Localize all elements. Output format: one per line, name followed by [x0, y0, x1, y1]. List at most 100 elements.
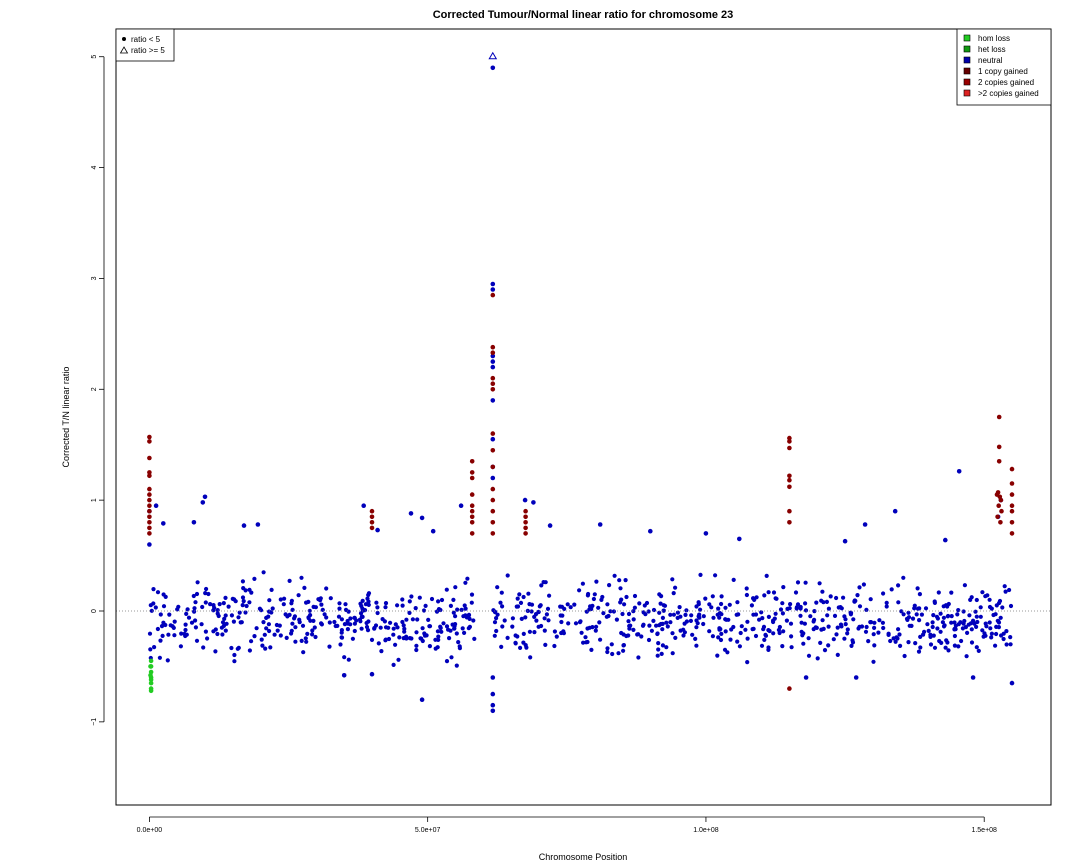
data-point	[960, 626, 966, 631]
data-point	[849, 643, 854, 649]
data-point	[413, 606, 418, 611]
legend-swatch	[963, 45, 971, 53]
legend-swatch	[963, 78, 971, 86]
data-point	[682, 621, 687, 626]
data-point	[719, 594, 724, 599]
data-point	[453, 585, 458, 590]
data-point	[518, 600, 524, 606]
data-point	[439, 597, 445, 603]
data-point	[328, 596, 333, 601]
data-point	[462, 603, 467, 608]
data-point	[176, 604, 181, 609]
data-point	[313, 605, 318, 610]
data-point	[998, 615, 1003, 620]
data-point	[357, 617, 363, 622]
data-point	[206, 591, 211, 597]
data-point	[419, 697, 425, 702]
data-point	[925, 622, 930, 627]
data-point	[632, 593, 638, 599]
data-point	[726, 617, 731, 622]
data-point	[761, 627, 766, 632]
data-point	[789, 634, 794, 639]
data-point	[490, 344, 496, 350]
data-point	[996, 459, 1002, 464]
data-point	[266, 614, 271, 619]
data-point	[994, 631, 999, 637]
data-point	[471, 618, 476, 623]
data-point	[457, 646, 462, 651]
data-point	[787, 435, 792, 441]
data-point	[987, 597, 992, 602]
data-point	[711, 615, 716, 620]
data-point	[397, 635, 402, 640]
data-point	[822, 648, 828, 653]
data-point	[327, 644, 332, 649]
data-point	[906, 610, 911, 615]
data-point	[660, 643, 666, 648]
color-legend-box	[956, 28, 1052, 106]
data-point	[959, 638, 964, 644]
data-point	[999, 508, 1004, 514]
data-point	[1009, 466, 1015, 472]
color-legend: hom loss het loss neutral 1 copy gained 2 co…	[956, 28, 1052, 106]
data-point	[969, 627, 974, 632]
data-point	[289, 631, 294, 636]
data-point	[655, 631, 660, 637]
data-point	[348, 622, 353, 627]
data-point	[759, 610, 764, 615]
data-point	[158, 638, 163, 643]
data-point	[801, 641, 806, 646]
data-point	[336, 614, 342, 619]
data-point	[941, 615, 947, 620]
data-point	[744, 592, 750, 598]
data-point	[848, 610, 853, 615]
data-point	[554, 634, 559, 639]
data-point	[365, 596, 370, 601]
data-point	[191, 593, 196, 599]
data-point	[490, 436, 496, 442]
data-point	[490, 381, 496, 387]
data-point	[825, 613, 830, 618]
data-point	[845, 631, 850, 636]
data-point	[201, 645, 206, 650]
data-point	[725, 650, 730, 655]
data-point	[671, 612, 677, 617]
data-point	[490, 448, 496, 453]
data-point	[375, 605, 380, 610]
x-tick-label: 1.5e+08	[971, 827, 997, 834]
data-point	[572, 602, 577, 607]
data-point	[159, 624, 165, 629]
data-point	[589, 647, 594, 653]
series-ratio-5	[488, 51, 498, 60]
data-point	[593, 628, 598, 633]
data-point	[800, 633, 805, 638]
data-point	[338, 642, 343, 647]
data-point	[605, 649, 610, 655]
series-1-copy-gained	[147, 292, 1015, 691]
data-point	[305, 631, 310, 637]
data-point	[290, 607, 295, 613]
data-point	[832, 613, 838, 619]
data-point	[964, 654, 969, 659]
data-point	[611, 609, 617, 614]
data-point	[893, 639, 898, 644]
data-point	[345, 618, 350, 624]
data-point	[243, 588, 248, 593]
data-point	[777, 624, 783, 630]
data-point	[523, 514, 528, 520]
data-point	[388, 620, 393, 625]
data-point	[255, 522, 261, 527]
data-point	[857, 585, 862, 590]
data-point	[302, 585, 307, 591]
data-point	[358, 601, 363, 606]
data-point	[213, 649, 218, 654]
data-point	[439, 629, 444, 634]
data-point	[523, 520, 528, 525]
data-point	[682, 630, 688, 635]
data-point	[436, 607, 442, 612]
data-point	[594, 579, 599, 584]
data-point	[420, 638, 425, 644]
x-tick-label: 0.0e+00	[137, 827, 163, 834]
data-point	[454, 663, 459, 668]
data-point	[646, 609, 651, 614]
